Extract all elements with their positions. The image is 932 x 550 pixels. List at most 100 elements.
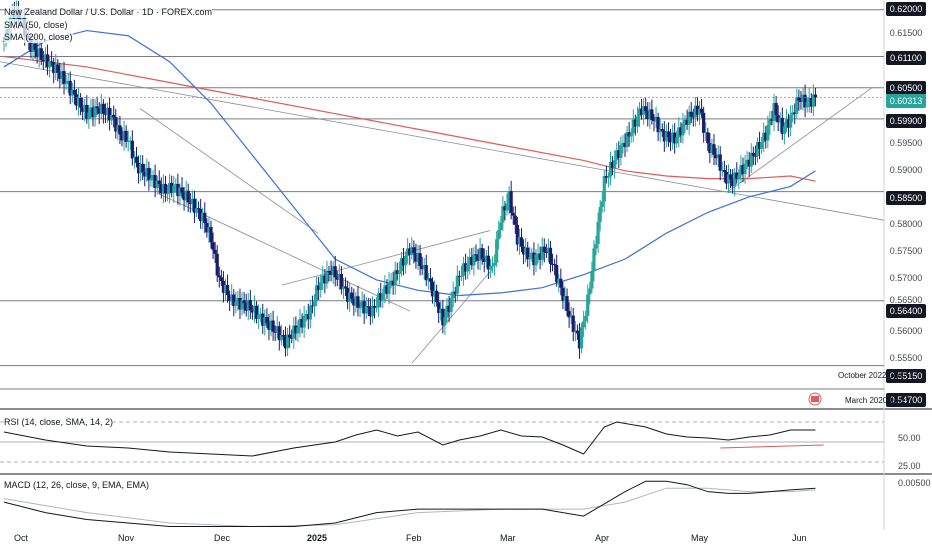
candle-up: [364, 306, 368, 314]
candle-up: [375, 307, 379, 309]
candle-down: [221, 280, 226, 293]
candle-up: [240, 300, 244, 310]
candle-up: [637, 108, 642, 117]
candle-down: [786, 119, 791, 128]
candle-down: [203, 212, 207, 224]
rsi-divergence-line: [720, 444, 824, 449]
candle-up: [246, 300, 250, 311]
candle-up: [739, 165, 743, 176]
candle-down: [542, 246, 546, 253]
candle-up: [704, 132, 708, 134]
candle-down: [254, 305, 259, 319]
annotation-october-2022-low: October 2022 Low: [838, 371, 904, 380]
candle-up: [737, 175, 741, 180]
candle-down: [735, 172, 739, 180]
candle-down: [350, 292, 354, 299]
candle-up: [540, 246, 544, 260]
candle-up: [484, 255, 488, 262]
candle-up: [658, 129, 662, 133]
candle-down: [372, 305, 377, 309]
candle-down: [323, 275, 327, 284]
candle-down: [724, 171, 729, 184]
candle-down: [412, 247, 416, 254]
candle-down: [437, 302, 441, 313]
candle-down: [476, 255, 480, 261]
candle-down: [346, 287, 350, 302]
candle-up: [403, 255, 408, 266]
candle-up: [805, 102, 809, 108]
candle-down: [550, 263, 555, 265]
candle-up: [693, 105, 697, 118]
candle-down: [81, 107, 85, 112]
candle-down: [679, 127, 683, 136]
candle-up: [285, 334, 290, 349]
candle-down: [644, 106, 648, 112]
candle-down: [441, 308, 445, 326]
candle-down: [217, 275, 221, 278]
candle-down: [685, 119, 689, 125]
candle-up: [490, 265, 495, 267]
candle-down: [134, 156, 139, 163]
candle-up: [76, 97, 81, 106]
candle-down: [639, 108, 644, 115]
candle-down: [300, 318, 304, 328]
candle-down: [650, 109, 654, 121]
candle-up: [791, 112, 795, 116]
candle-down: [205, 223, 209, 233]
level-label-0-54700: 0.54700: [886, 393, 926, 407]
legend-sma50[interactable]: SMA (50, close): [4, 19, 68, 31]
candle-up: [459, 275, 464, 277]
price-tick: 0.56000: [889, 326, 923, 336]
candle-up: [387, 281, 391, 294]
candle-up: [319, 282, 323, 290]
price-tick: 0.57500: [889, 246, 923, 256]
x-axis-label: Dec: [214, 533, 231, 543]
candle-down: [391, 280, 395, 286]
candle-down: [209, 226, 213, 243]
candle-down: [764, 132, 768, 141]
candle-down: [689, 111, 693, 117]
candle-down: [261, 313, 265, 326]
candle-down: [424, 265, 428, 281]
trendline: [281, 230, 491, 286]
candle-down: [559, 278, 563, 288]
candle-down: [130, 140, 134, 159]
candle-down: [124, 130, 128, 142]
candle-down: [447, 305, 451, 312]
candle-up: [230, 294, 234, 301]
candle-down: [283, 336, 288, 349]
legend-sma200[interactable]: SMA (200, close): [4, 31, 73, 43]
candle-down: [213, 249, 217, 254]
candle-up: [449, 298, 453, 312]
candle-up: [99, 103, 103, 114]
candle-down: [457, 275, 461, 277]
candle-up: [716, 154, 720, 159]
candle-up: [314, 285, 319, 302]
candle-up: [234, 302, 238, 306]
candle-down: [192, 198, 197, 213]
candle-up: [586, 294, 590, 316]
candle-down: [141, 163, 145, 172]
candle-down: [219, 277, 223, 281]
candle-down: [575, 330, 579, 334]
candle-up: [325, 270, 329, 284]
candle-up: [743, 163, 747, 174]
x-axis-label: May: [691, 533, 709, 543]
rsi-title[interactable]: RSI (14, close, SMA, 14, 2): [4, 416, 114, 428]
candle-up: [383, 285, 387, 294]
candle-up: [789, 115, 793, 128]
candle-down: [712, 144, 716, 155]
candle-up: [495, 239, 499, 263]
candle-up: [631, 119, 635, 134]
candle-up: [263, 317, 267, 326]
candle-up: [354, 296, 358, 306]
candle-up: [126, 141, 130, 143]
candle-up: [760, 142, 764, 149]
candle-down: [418, 253, 422, 266]
candle-up: [619, 145, 623, 158]
macd-title[interactable]: MACD (12, 26, close, 9, EMA, EMA): [4, 479, 150, 491]
candle-up: [606, 176, 611, 178]
candle-up: [31, 43, 35, 52]
candle-down: [577, 333, 582, 349]
